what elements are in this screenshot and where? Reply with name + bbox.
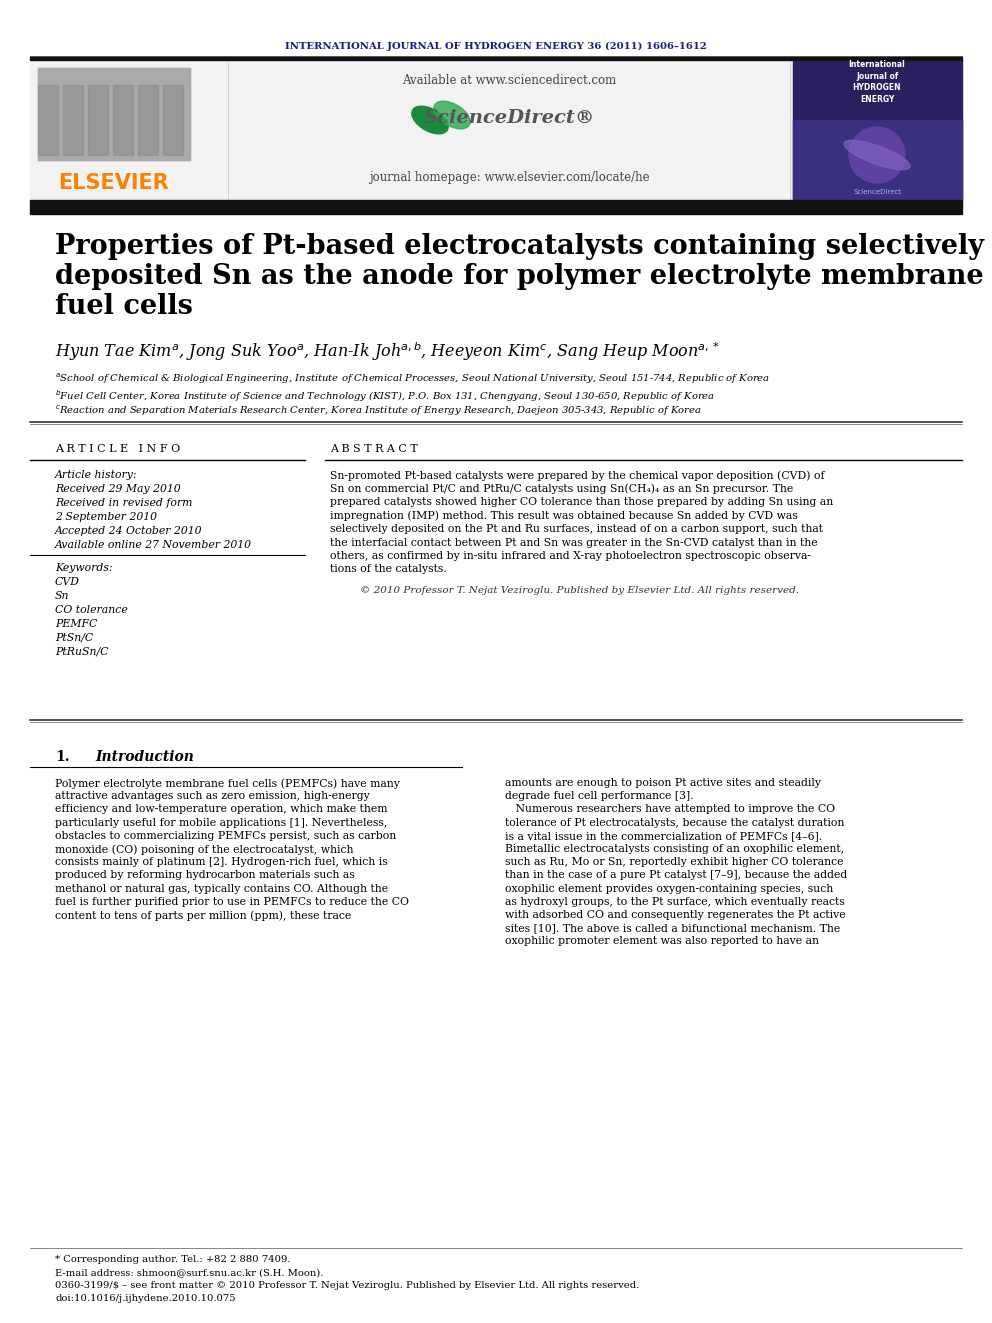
Ellipse shape — [434, 101, 470, 128]
Text: Bimetallic electrocatalysts consisting of an oxophilic element,: Bimetallic electrocatalysts consisting o… — [505, 844, 844, 855]
Bar — [793, 60, 962, 200]
Text: tions of the catalysts.: tions of the catalysts. — [330, 565, 446, 574]
Text: Received in revised form: Received in revised form — [55, 497, 192, 508]
Text: impregnation (IMP) method. This result was obtained because Sn added by CVD was: impregnation (IMP) method. This result w… — [330, 511, 798, 521]
Text: monoxide (CO) poisoning of the electrocatalyst, which: monoxide (CO) poisoning of the electroca… — [55, 844, 353, 855]
Text: CO tolerance: CO tolerance — [55, 605, 128, 615]
Ellipse shape — [844, 140, 910, 169]
Text: PEMFC: PEMFC — [55, 619, 97, 628]
Circle shape — [849, 127, 905, 183]
Text: INTERNATIONAL JOURNAL OF HYDROGEN ENERGY 36 (2011) 1606–1612: INTERNATIONAL JOURNAL OF HYDROGEN ENERGY… — [285, 41, 707, 50]
Text: consists mainly of platinum [2]. Hydrogen-rich fuel, which is: consists mainly of platinum [2]. Hydroge… — [55, 857, 388, 867]
Text: journal homepage: www.elsevier.com/locate/he: journal homepage: www.elsevier.com/locat… — [369, 172, 650, 184]
Text: Available online 27 November 2010: Available online 27 November 2010 — [55, 540, 252, 550]
Text: International
Journal of
HYDROGEN
ENERGY: International Journal of HYDROGEN ENERGY — [848, 60, 906, 105]
Text: Sn on commercial Pt/C and PtRu/C catalysts using Sn(CH₄)₄ as an Sn precursor. Th: Sn on commercial Pt/C and PtRu/C catalys… — [330, 483, 794, 493]
Text: selectively deposited on the Pt and Ru surfaces, instead of on a carbon support,: selectively deposited on the Pt and Ru s… — [330, 524, 823, 534]
Text: Received 29 May 2010: Received 29 May 2010 — [55, 484, 181, 493]
Text: fuel cells: fuel cells — [55, 292, 192, 320]
Bar — [113, 85, 133, 155]
Text: Introduction: Introduction — [95, 750, 193, 763]
Text: $^{b}$Fuel Cell Center, Korea Institute of Science and Technology (KIST), P.O. B: $^{b}$Fuel Cell Center, Korea Institute … — [55, 388, 715, 404]
Bar — [138, 85, 158, 155]
Text: obstacles to commercializing PEMFCs persist, such as carbon: obstacles to commercializing PEMFCs pers… — [55, 831, 396, 841]
Bar — [38, 85, 58, 155]
Text: produced by reforming hydrocarbon materials such as: produced by reforming hydrocarbon materi… — [55, 871, 355, 880]
Text: doi:10.1016/j.ijhydene.2010.10.075: doi:10.1016/j.ijhydene.2010.10.075 — [55, 1294, 236, 1303]
Text: ScienceDirect: ScienceDirect — [853, 189, 901, 194]
Text: efficiency and low-temperature operation, which make them: efficiency and low-temperature operation… — [55, 804, 388, 815]
Text: methanol or natural gas, typically contains CO. Although the: methanol or natural gas, typically conta… — [55, 884, 388, 893]
Bar — [30, 57, 962, 60]
Bar — [63, 85, 83, 155]
Bar — [793, 120, 962, 200]
Text: E-mail address: shmoon@surf.snu.ac.kr (S.H. Moon).: E-mail address: shmoon@surf.snu.ac.kr (S… — [55, 1267, 323, 1277]
Text: Polymer electrolyte membrane fuel cells (PEMFCs) have many: Polymer electrolyte membrane fuel cells … — [55, 778, 400, 789]
Text: is a vital issue in the commercialization of PEMFCs [4–6].: is a vital issue in the commercializatio… — [505, 831, 822, 841]
Text: ScienceDirect®: ScienceDirect® — [424, 108, 594, 127]
Text: particularly useful for mobile applications [1]. Nevertheless,: particularly useful for mobile applicati… — [55, 818, 387, 828]
Bar — [88, 85, 108, 155]
Text: prepared catalysts showed higher CO tolerance than those prepared by adding Sn u: prepared catalysts showed higher CO tole… — [330, 497, 833, 507]
Text: than in the case of a pure Pt catalyst [7–9], because the added: than in the case of a pure Pt catalyst [… — [505, 871, 847, 880]
Bar — [163, 85, 183, 155]
Text: with adsorbed CO and consequently regenerates the Pt active: with adsorbed CO and consequently regene… — [505, 910, 845, 919]
Text: CVD: CVD — [55, 577, 80, 587]
Text: © 2010 Professor T. Nejat Veziroglu. Published by Elsevier Ltd. All rights reser: © 2010 Professor T. Nejat Veziroglu. Pub… — [360, 586, 799, 595]
Text: tolerance of Pt electrocatalysts, because the catalyst duration: tolerance of Pt electrocatalysts, becaus… — [505, 818, 844, 828]
Text: Keywords:: Keywords: — [55, 564, 113, 573]
Text: Hyun Tae Kim$^{a}$, Jong Suk Yoo$^{a}$, Han-Ik Joh$^{a,b}$, Heeyeon Kim$^{c}$, S: Hyun Tae Kim$^{a}$, Jong Suk Yoo$^{a}$, … — [55, 340, 720, 363]
Text: degrade fuel cell performance [3].: degrade fuel cell performance [3]. — [505, 791, 693, 802]
Text: Sn-promoted Pt-based catalysts were prepared by the chemical vapor deposition (C: Sn-promoted Pt-based catalysts were prep… — [330, 470, 824, 480]
Bar — [38, 67, 190, 160]
Text: PtRuSn/C: PtRuSn/C — [55, 647, 108, 658]
Text: Accepted 24 October 2010: Accepted 24 October 2010 — [55, 527, 202, 536]
Text: $^{a}$School of Chemical & Biological Engineering, Institute of Chemical Process: $^{a}$School of Chemical & Biological En… — [55, 372, 770, 386]
Text: sites [10]. The above is called a bifunctional mechanism. The: sites [10]. The above is called a bifunc… — [505, 923, 840, 933]
Text: fuel is further purified prior to use in PEMFCs to reduce the CO: fuel is further purified prior to use in… — [55, 897, 409, 906]
Text: ELSEVIER: ELSEVIER — [59, 173, 170, 193]
Text: $^{c}$Reaction and Separation Materials Research Center, Korea Institute of Ener: $^{c}$Reaction and Separation Materials … — [55, 404, 701, 418]
Text: 0360-3199/$ – see front matter © 2010 Professor T. Nejat Veziroglu. Published by: 0360-3199/$ – see front matter © 2010 Pr… — [55, 1281, 639, 1290]
Text: 1.: 1. — [55, 750, 69, 763]
Ellipse shape — [412, 106, 448, 134]
Text: as hydroxyl groups, to the Pt surface, which eventually reacts: as hydroxyl groups, to the Pt surface, w… — [505, 897, 845, 906]
Text: amounts are enough to poison Pt active sites and steadily: amounts are enough to poison Pt active s… — [505, 778, 821, 789]
Bar — [38, 67, 190, 160]
Bar — [30, 60, 962, 200]
Text: * Corresponding author. Tel.: +82 2 880 7409.: * Corresponding author. Tel.: +82 2 880 … — [55, 1256, 291, 1263]
Text: attractive advantages such as zero emission, high-energy: attractive advantages such as zero emiss… — [55, 791, 370, 802]
Text: Sn: Sn — [55, 591, 69, 601]
Text: such as Ru, Mo or Sn, reportedly exhibit higher CO tolerance: such as Ru, Mo or Sn, reportedly exhibit… — [505, 857, 843, 867]
Text: 2 September 2010: 2 September 2010 — [55, 512, 157, 523]
Text: Numerous researchers have attempted to improve the CO: Numerous researchers have attempted to i… — [505, 804, 835, 815]
Text: the interfacial contact between Pt and Sn was greater in the Sn-CVD catalyst tha: the interfacial contact between Pt and S… — [330, 537, 817, 548]
Text: oxophilic promoter element was also reported to have an: oxophilic promoter element was also repo… — [505, 937, 819, 946]
Text: A B S T R A C T: A B S T R A C T — [330, 445, 418, 454]
Text: content to tens of parts per million (ppm), these trace: content to tens of parts per million (pp… — [55, 910, 351, 921]
Text: oxophilic element provides oxygen-containing species, such: oxophilic element provides oxygen-contai… — [505, 884, 833, 893]
Text: Article history:: Article history: — [55, 470, 138, 480]
Text: others, as confirmed by in-situ infrared and X-ray photoelectron spectroscopic o: others, as confirmed by in-situ infrared… — [330, 550, 811, 561]
Text: Available at www.sciencedirect.com: Available at www.sciencedirect.com — [402, 74, 616, 86]
Bar — [30, 200, 962, 214]
Text: PtSn/C: PtSn/C — [55, 632, 93, 643]
Text: A R T I C L E   I N F O: A R T I C L E I N F O — [55, 445, 181, 454]
Text: deposited Sn as the anode for polymer electrolyte membrane: deposited Sn as the anode for polymer el… — [55, 263, 984, 290]
Text: Properties of Pt-based electrocatalysts containing selectively: Properties of Pt-based electrocatalysts … — [55, 233, 984, 261]
